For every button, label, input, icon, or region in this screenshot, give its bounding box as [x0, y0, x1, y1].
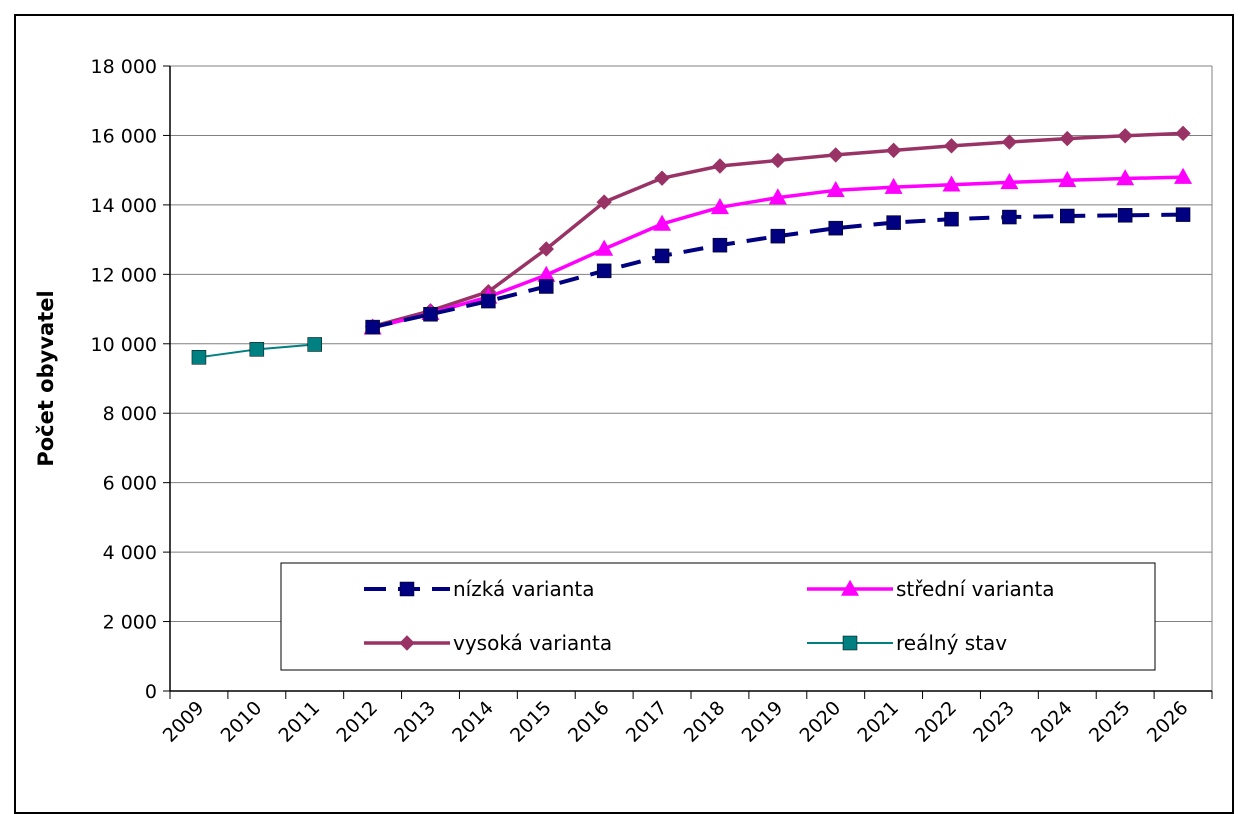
data-point: [654, 170, 670, 186]
data-point: [944, 211, 959, 227]
series-2: [363, 167, 1193, 335]
data-point: [1060, 208, 1075, 224]
data-point: [886, 215, 901, 230]
data-point: [191, 350, 207, 365]
x-tick-label: 2016: [564, 697, 614, 747]
data-point: [770, 228, 786, 244]
y-tick-label: 12 000: [91, 264, 157, 286]
data-point: [595, 239, 614, 256]
data-point: [885, 142, 902, 159]
x-tick-label: 2025: [1085, 697, 1135, 747]
y-axis-title: Počet obyvatel: [34, 290, 58, 466]
y-tick-label: 16 000: [91, 125, 157, 147]
data-point: [942, 175, 961, 192]
data-point: [1175, 125, 1191, 142]
y-tick-label: 2 000: [103, 612, 157, 634]
y-tick-label: 18 000: [91, 56, 157, 78]
data-point: [710, 198, 729, 215]
data-point: [596, 263, 612, 279]
data-point: [1117, 208, 1133, 223]
legend-marker: [399, 635, 415, 651]
data-point: [1001, 134, 1018, 150]
data-point: [884, 177, 903, 194]
data-point: [828, 220, 843, 236]
legend: nízká varianta střední varianta vysoká var…: [280, 562, 1156, 671]
legend-item: nízká varianta: [364, 577, 594, 601]
x-tick-label: 2017: [622, 697, 672, 747]
data-point: [712, 237, 728, 253]
x-tick-label: 2015: [506, 697, 556, 747]
data-point: [1002, 209, 1017, 225]
data-point: [768, 188, 787, 205]
series-4: [191, 337, 322, 365]
data-point: [1175, 207, 1191, 222]
chart-frame: [14, 14, 1234, 814]
x-tick-label: 2019: [738, 697, 788, 747]
y-tick-label: 14 000: [91, 195, 157, 217]
legend-label: reálný stav: [896, 631, 1007, 655]
data-point: [943, 138, 960, 154]
x-tick-label: 2014: [448, 697, 498, 747]
y-tick-label: 0: [145, 681, 157, 703]
data-point: [537, 265, 556, 282]
data-point: [249, 342, 265, 357]
data-point: [1058, 170, 1077, 187]
data-point: [712, 158, 728, 174]
x-tick-label: 2020: [796, 697, 846, 747]
legend-marker: [399, 581, 415, 597]
data-point: [1117, 128, 1133, 144]
x-tick-label: 2012: [332, 697, 382, 747]
x-tick-label: 2013: [390, 697, 440, 747]
y-tick-label: 6 000: [103, 473, 157, 495]
data-point: [1116, 169, 1135, 186]
legend-item: reálný stav: [807, 631, 1007, 655]
x-tick-label: 2023: [969, 697, 1019, 747]
x-tick-label: 2022: [911, 697, 961, 747]
legend-box: [280, 562, 1156, 671]
y-tick-label: 4 000: [103, 542, 157, 564]
legend-label: nízká varianta: [453, 577, 594, 601]
data-point: [307, 337, 322, 352]
x-tick-label: 2010: [217, 697, 267, 747]
data-point: [539, 279, 554, 294]
data-point: [1000, 173, 1019, 190]
data-point: [1174, 167, 1193, 184]
x-tick-label: 2024: [1027, 697, 1077, 747]
data-point: [653, 214, 672, 231]
x-tick-label: 2009: [159, 697, 209, 747]
data-point: [538, 241, 554, 257]
data-point: [481, 293, 496, 309]
legend-item: střední varianta: [807, 577, 1055, 601]
series-1: [365, 207, 1191, 335]
y-tick-label: 8 000: [103, 403, 157, 425]
data-point: [828, 147, 844, 163]
y-tick-label: 10 000: [91, 334, 157, 356]
legend-marker: [841, 579, 859, 596]
data-point: [596, 194, 612, 210]
legend-item: vysoká varianta: [364, 631, 612, 655]
data-point: [654, 248, 670, 264]
legend-label: střední varianta: [896, 577, 1055, 601]
x-tick-label: 2018: [680, 697, 730, 747]
x-tick-label: 2021: [853, 697, 903, 747]
legend-label: vysoká varianta: [453, 631, 612, 655]
data-point: [1059, 130, 1075, 147]
data-point: [365, 319, 380, 335]
series-line: [372, 212, 1184, 330]
x-tick-label: 2011: [275, 697, 325, 747]
data-point: [826, 181, 845, 198]
data-point: [770, 152, 786, 169]
legend-marker: [842, 635, 858, 651]
data-point: [423, 307, 438, 322]
x-tick-label: 2026: [1143, 697, 1193, 747]
